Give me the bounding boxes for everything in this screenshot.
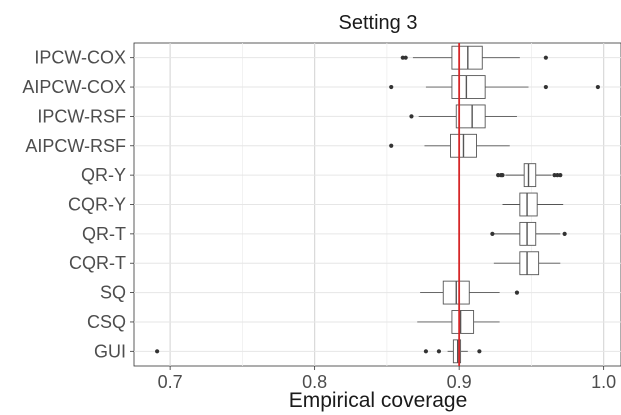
outlier-point <box>403 55 408 60</box>
box-sq <box>420 280 520 305</box>
outlier-point <box>552 173 557 178</box>
x-tick-label: 1.0 <box>591 372 616 392</box>
y-tick-label: IPCW-RSF <box>37 106 126 126</box>
box-cqr-y <box>502 192 564 217</box>
outlier-point <box>514 290 520 295</box>
outlier-point <box>562 231 567 236</box>
outlier-point <box>389 84 394 90</box>
y-tick-label: CQR-T <box>69 253 126 273</box>
box-gui <box>155 339 482 364</box>
iqr-box <box>519 221 537 246</box>
outlier-point <box>400 55 405 60</box>
y-axis-labels: IPCW-COX AIPCW-COX IPCW-RSF AIPCW-RSF QR-Y CQ… <box>22 48 134 361</box>
y-tick-label: SQ <box>100 283 126 303</box>
box-qr-t <box>490 221 567 246</box>
y-tick-label: IPCW-COX <box>34 48 126 68</box>
y-tick-label: CQR-Y <box>68 195 126 215</box>
x-tick-label: 0.9 <box>447 372 472 392</box>
box-qr-y <box>496 163 563 188</box>
outlier-point <box>500 173 505 178</box>
box-csq <box>417 310 500 334</box>
x-axis-label: Empirical coverage <box>289 389 468 412</box>
y-tick-label: CSQ <box>87 312 126 332</box>
box-aipcw-rsf <box>389 133 510 158</box>
outlier-point <box>477 349 482 354</box>
iqr-box <box>523 163 537 188</box>
outlier-point <box>155 349 160 354</box>
outlier-point <box>595 84 600 90</box>
y-tick-label: AIPCW-COX <box>22 77 126 97</box>
x-tick-label: 0.7 <box>158 372 183 392</box>
chart-title: Setting 3 <box>339 12 418 34</box>
x-tick-label: 0.8 <box>302 372 327 392</box>
iqr-box <box>519 251 540 276</box>
outlier-point <box>436 349 442 354</box>
iqr-box <box>451 310 475 334</box>
outlier-point <box>490 231 495 236</box>
outlier-point <box>543 84 548 90</box>
y-tick-label: QR-T <box>82 224 126 244</box>
box-ipcw-rsf <box>409 104 517 129</box>
outlier-point <box>496 173 501 178</box>
outlier-point <box>555 173 560 178</box>
y-tick-label: QR-Y <box>81 165 126 185</box>
y-tick-label: AIPCW-RSF <box>25 136 126 156</box>
y-tick-label: GUI <box>94 341 126 361</box>
iqr-box <box>455 104 486 129</box>
box-cqr-t <box>493 251 561 276</box>
x-axis-ticks: 0.7 0.8 0.9 1.0 <box>158 366 616 392</box>
outlier-point <box>409 114 414 119</box>
iqr-box <box>451 45 483 70</box>
outlier-point <box>389 143 394 148</box>
iqr-box <box>451 75 486 99</box>
iqr-box <box>452 339 462 364</box>
grid-lines <box>134 43 621 366</box>
outlier-point <box>558 173 563 178</box>
box-aipcw-cox <box>389 75 600 99</box>
outlier-point <box>543 55 548 60</box>
outlier-point <box>423 349 429 354</box>
iqr-box <box>519 192 538 217</box>
